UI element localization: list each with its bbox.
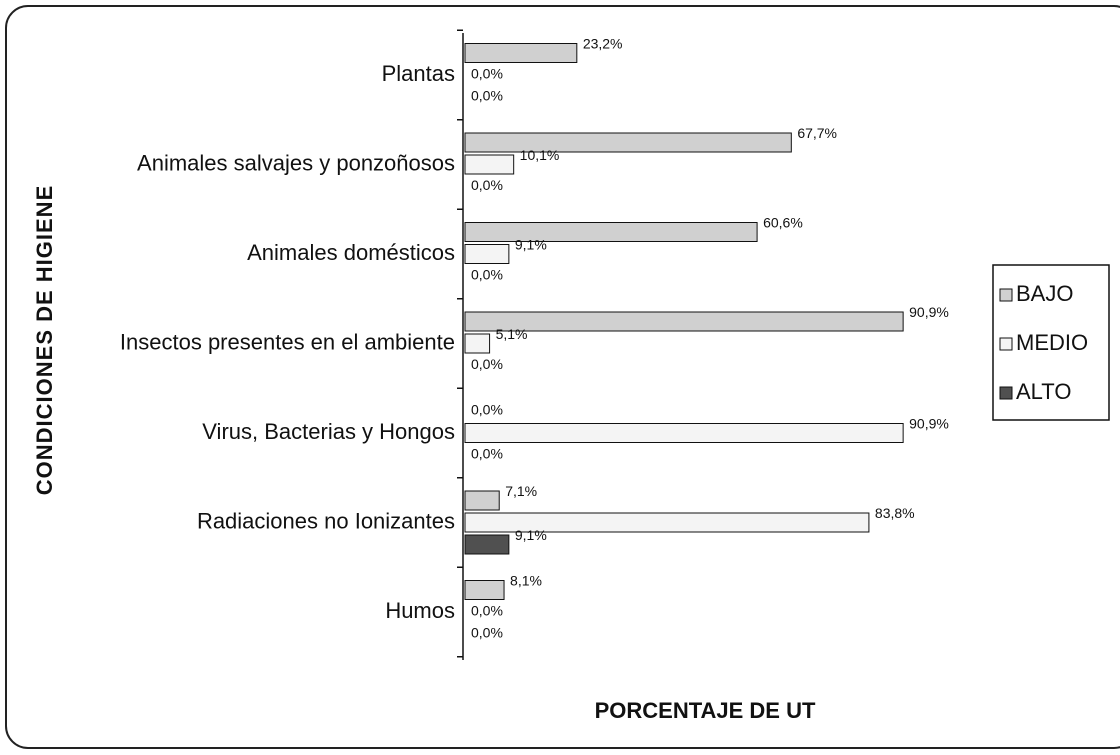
category-label: Virus, Bacterias y Hongos	[202, 419, 455, 444]
value-label: 8,1%	[510, 573, 542, 589]
value-label: 90,9%	[909, 416, 949, 432]
category-label: Animales salvajes y ponzoñosos	[137, 150, 455, 175]
value-label: 60,6%	[763, 215, 803, 231]
value-label: 0,0%	[471, 402, 503, 418]
category-label: Humos	[385, 598, 455, 623]
legend-swatch	[999, 288, 1013, 302]
x-axis-label: PORCENTAJE DE UT	[595, 698, 816, 723]
legend-label: BAJO	[1016, 281, 1073, 306]
bar	[464, 43, 578, 63]
value-label: 7,1%	[505, 483, 537, 499]
value-label: 0,0%	[471, 625, 503, 641]
legend-label: MEDIO	[1016, 330, 1088, 355]
bar	[464, 154, 515, 175]
value-label: 0,0%	[471, 603, 503, 619]
bar	[464, 132, 792, 153]
bar	[464, 423, 904, 443]
y-axis-label: CONDICIONES DE HIGIENE	[32, 185, 57, 495]
bar	[464, 580, 505, 600]
value-label: 83,8%	[875, 505, 915, 521]
bar	[464, 333, 491, 354]
value-label: 0,0%	[471, 66, 503, 82]
category-label: Animales domésticos	[247, 240, 455, 265]
bar	[464, 512, 870, 533]
value-label: 90,9%	[909, 304, 949, 320]
value-label: 0,0%	[471, 356, 503, 372]
value-label: 0,0%	[471, 267, 503, 283]
value-label: 9,1%	[515, 237, 547, 253]
category-label: Radiaciones no Ionizantes	[197, 508, 455, 533]
bar	[464, 490, 500, 511]
bar	[464, 311, 904, 332]
legend-label: ALTO	[1016, 379, 1071, 404]
value-label: 0,0%	[471, 88, 503, 104]
bar	[464, 222, 758, 242]
legend-swatch	[999, 386, 1013, 400]
value-label: 5,1%	[496, 326, 528, 342]
category-label: Insectos presentes en el ambiente	[120, 329, 455, 354]
value-label: 23,2%	[583, 36, 623, 52]
value-label: 67,7%	[797, 125, 837, 141]
frame	[5, 5, 1120, 749]
legend-swatch	[999, 337, 1013, 351]
value-label: 10,1%	[520, 147, 560, 163]
bar	[464, 244, 510, 264]
bar	[464, 534, 510, 555]
category-label: Plantas	[382, 61, 455, 86]
value-label: 0,0%	[471, 177, 503, 193]
value-label: 0,0%	[471, 446, 503, 462]
value-label: 9,1%	[515, 527, 547, 543]
